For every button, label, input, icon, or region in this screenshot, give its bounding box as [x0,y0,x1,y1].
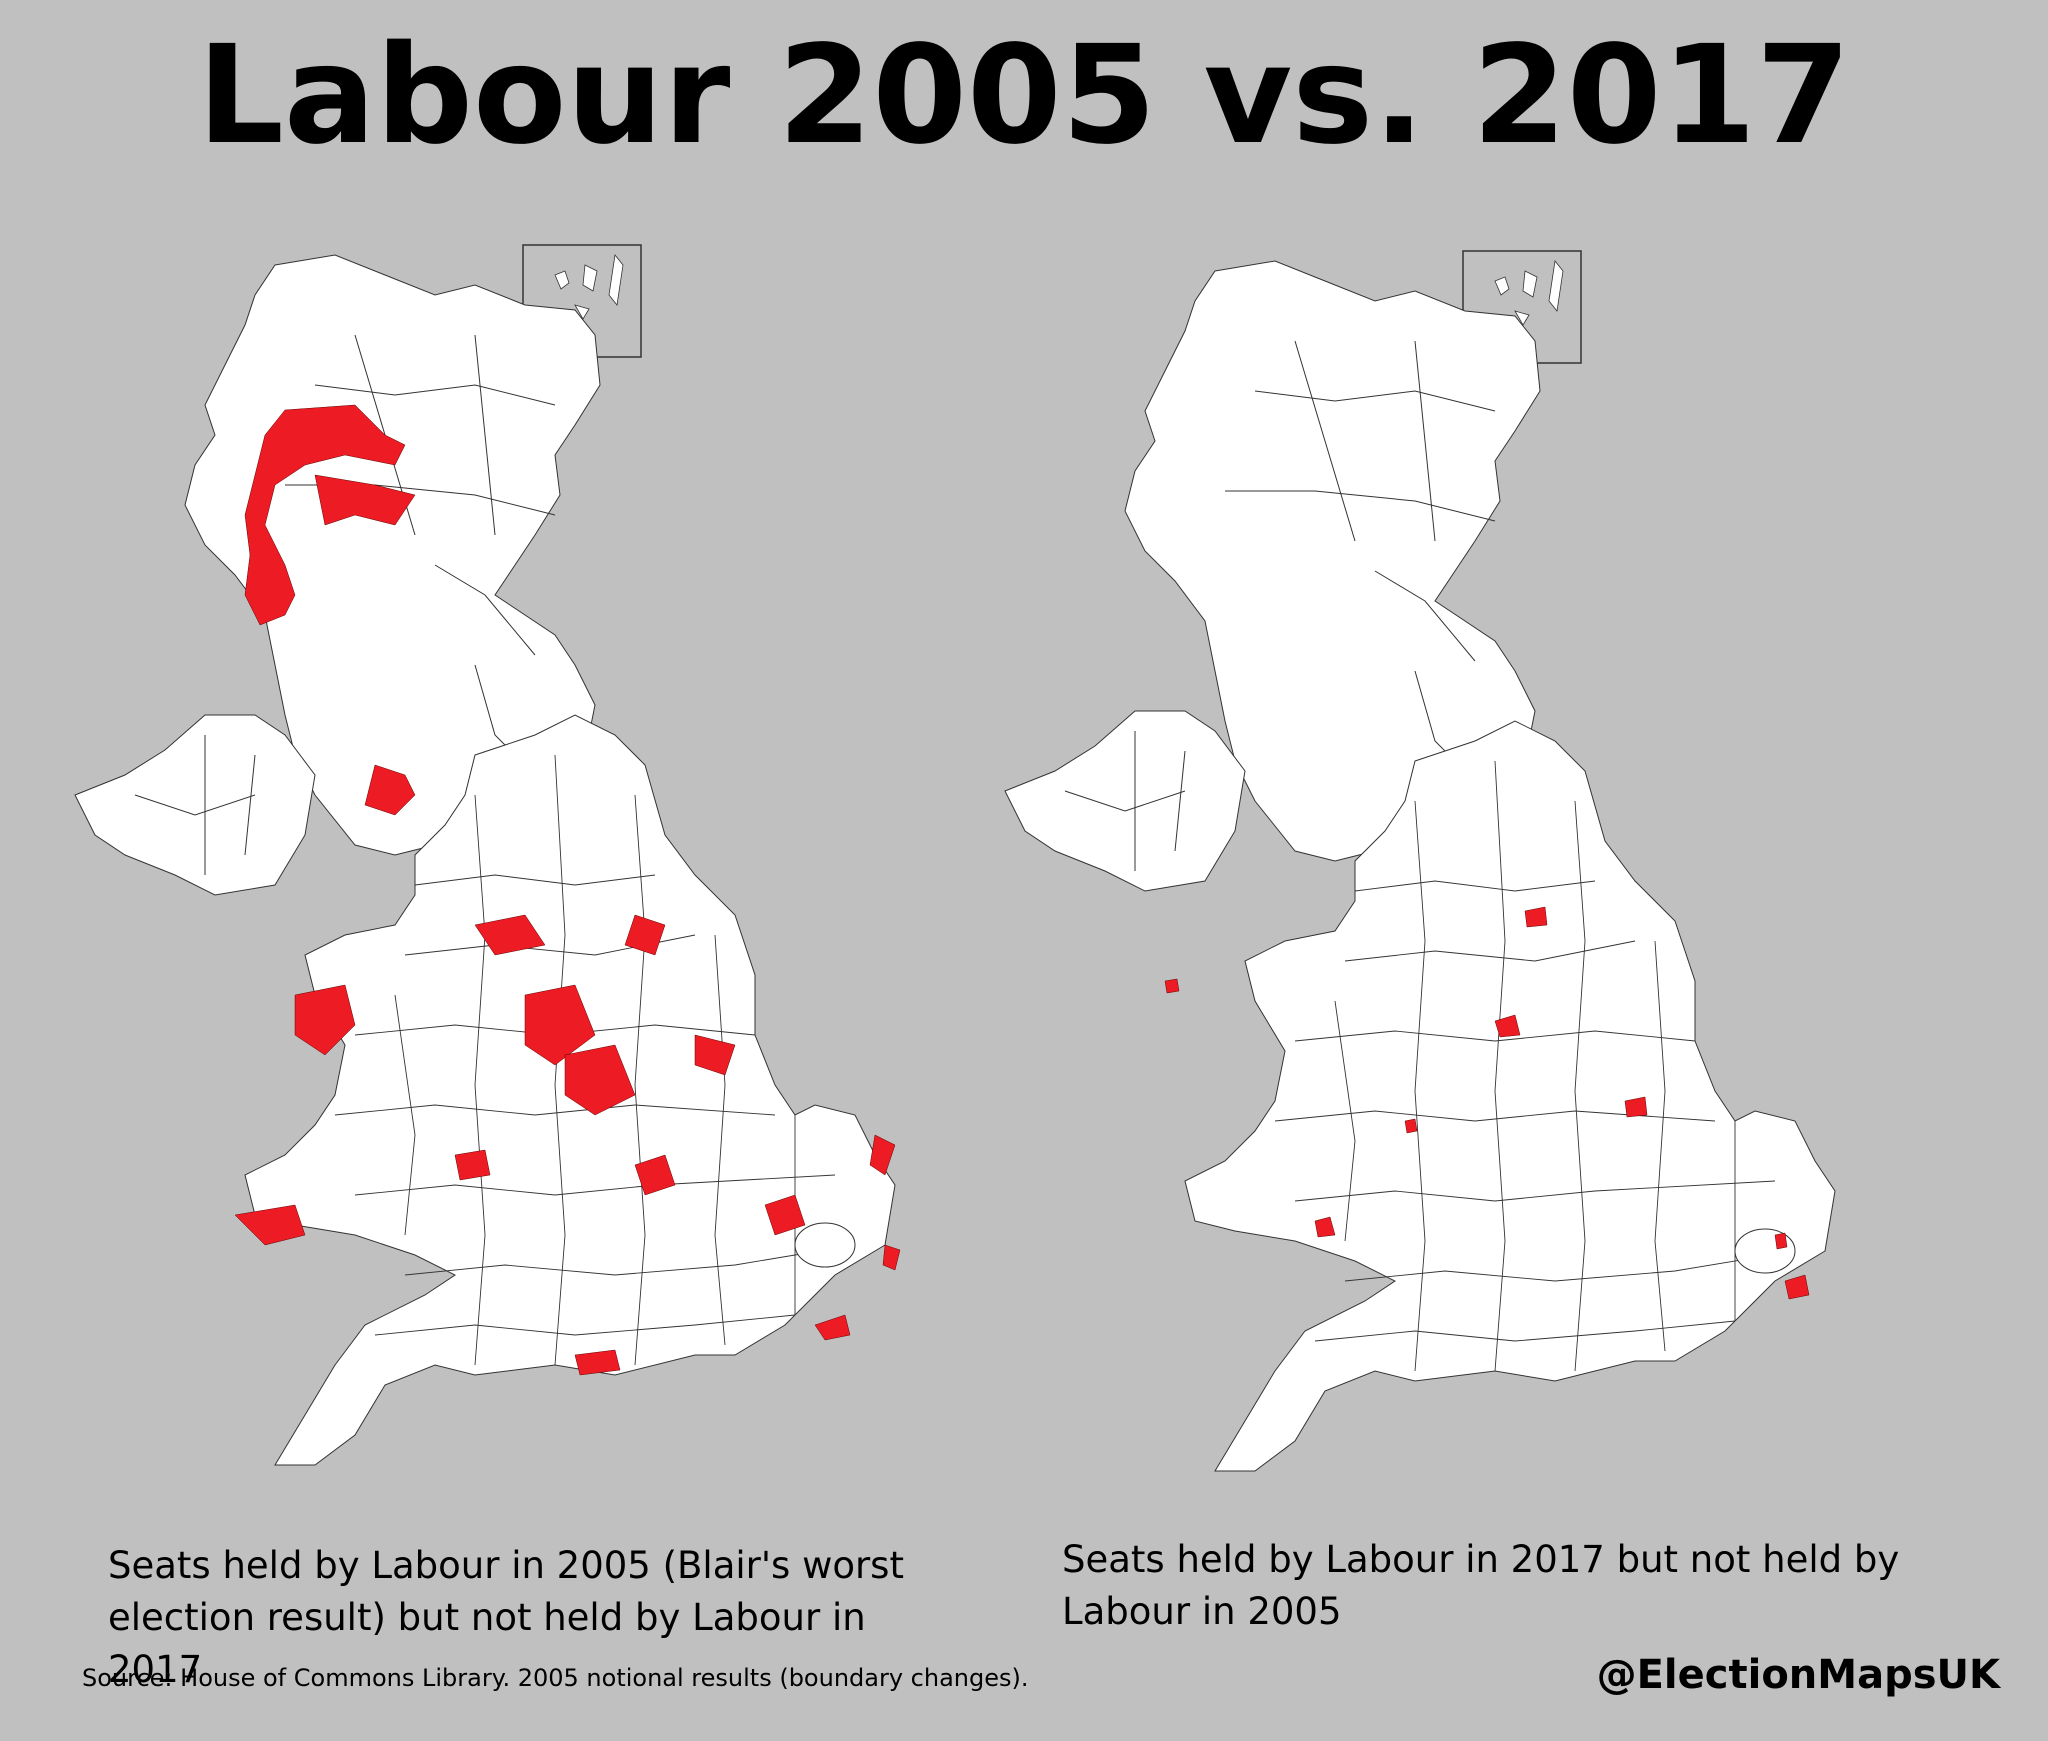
map-2017-labour-gains [985,235,1905,1535]
seat-pembrokeshire [234,1204,306,1246]
seat-london-1 [1774,1232,1788,1250]
england-wales-boundaries [1274,760,1796,1372]
author-handle: @ElectionMapsUK [1596,1652,2000,1698]
seat-oxford [634,1154,676,1196]
northern-ireland-land [1004,710,1246,892]
seat-gower [1314,1216,1336,1238]
uk-constituency-map-right [1004,250,1836,1472]
seat-york [1524,906,1548,928]
seat-stroud [454,1149,491,1181]
seat-derbyshire [1494,1014,1521,1038]
seat-peterborough [1624,1096,1648,1118]
seat-midlands-2 [564,1044,636,1116]
labour-2017-seats [1164,906,1810,1300]
seat-crewe [1164,978,1180,994]
seat-thanet [882,1244,901,1271]
seat-hastings [814,1314,851,1341]
page-title: Labour 2005 vs. 2017 [197,17,1851,175]
london-cluster [1734,1228,1796,1274]
england-wales-land [1184,720,1836,1472]
seat-lincoln [694,1034,736,1076]
seat-yorkshire [624,914,666,956]
england-wales-boundaries [334,754,856,1366]
seat-harlow [764,1194,806,1236]
shetland-islands [554,254,624,320]
source-note: Source: House of Commons Library. 2005 n… [82,1664,1029,1692]
labour-2005-seats [234,404,901,1376]
caption-left: Seats held by Labour in 2005 (Blair's wo… [108,1544,904,1691]
seat-glasgow-area [314,474,416,526]
seat-ipswich [869,1134,896,1176]
seat-lancashire [474,914,546,956]
seat-canterbury [1784,1274,1810,1300]
northern-ireland-land [74,714,316,896]
seat-cumbria [364,764,416,816]
uk-constituency-map-left [74,244,901,1466]
shetland-islands [1494,260,1564,326]
caption-right: Seats held by Labour in 2017 but not hel… [1062,1538,1900,1633]
seat-warwick [1404,1118,1418,1134]
ni-boundaries [1064,731,1186,871]
ni-boundaries [134,735,256,875]
seat-portsmouth [574,1349,621,1376]
london-cluster [794,1222,856,1268]
seat-midlands-1 [524,984,596,1066]
seat-west-central-scotland [244,404,406,626]
map-2005-labour-losses [55,235,975,1535]
seat-anglesey [294,984,356,1056]
